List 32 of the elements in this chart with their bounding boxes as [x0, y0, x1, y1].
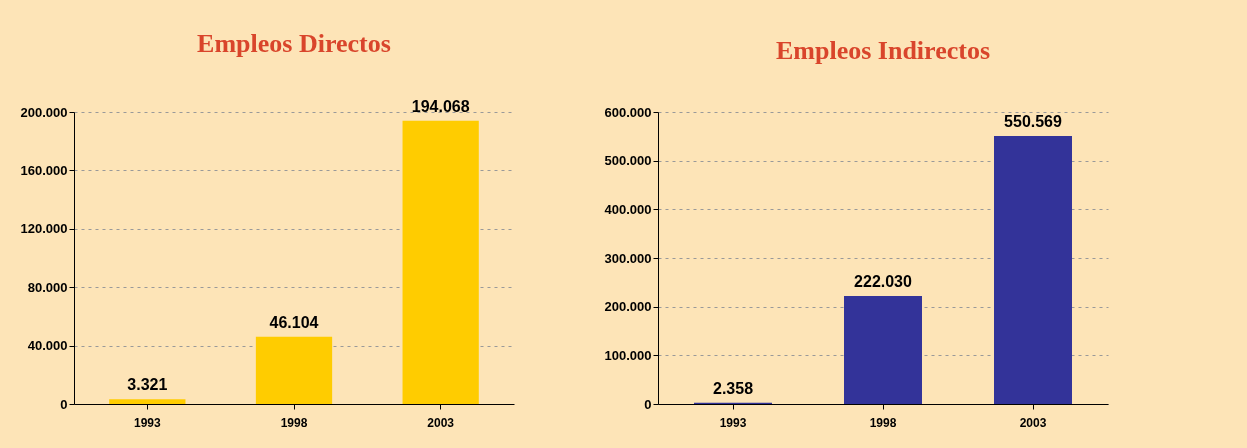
data-label: 3.321: [127, 376, 168, 394]
y-tick-label: 200.000: [20, 104, 68, 120]
y-tick-label: 80.000: [27, 279, 68, 295]
x-tick-label: 1993: [133, 415, 161, 430]
y-tick-label: 300.000: [604, 250, 652, 266]
data-label: 194.068: [411, 97, 470, 115]
y-tick-label: 160.000: [20, 162, 68, 178]
y-tick-label: 40.000: [27, 338, 68, 354]
x-tick-label: 2003: [1019, 415, 1047, 430]
data-label: 550.569: [1004, 113, 1063, 131]
chart-title: Empleos Indirectos: [775, 36, 991, 65]
bar: [255, 336, 333, 404]
y-tick-label: 100.000: [604, 347, 652, 363]
y-tick-label: 0: [60, 396, 68, 412]
y-tick-label: 200.000: [604, 299, 652, 315]
y-tick-label: 500.000: [604, 153, 652, 169]
bar: [844, 295, 922, 404]
y-tick-label: 600.000: [604, 104, 652, 120]
y-tick-label: 120.000: [20, 221, 68, 237]
y-tick-label: 400.000: [604, 201, 652, 217]
bar: [402, 120, 479, 404]
chart-title: Empleos Directos: [197, 28, 391, 58]
y-tick-label: 0: [644, 396, 652, 412]
x-tick-label: 1998: [869, 415, 897, 430]
bar: [109, 399, 186, 404]
data-label: 46.104: [269, 313, 319, 331]
x-tick-label: 1993: [719, 415, 747, 430]
data-label: 2.358: [712, 379, 754, 397]
x-tick-label: 2003: [427, 415, 455, 430]
x-tick-label: 1998: [280, 415, 308, 430]
bar: [994, 136, 1072, 404]
data-label: 222.030: [854, 272, 913, 290]
